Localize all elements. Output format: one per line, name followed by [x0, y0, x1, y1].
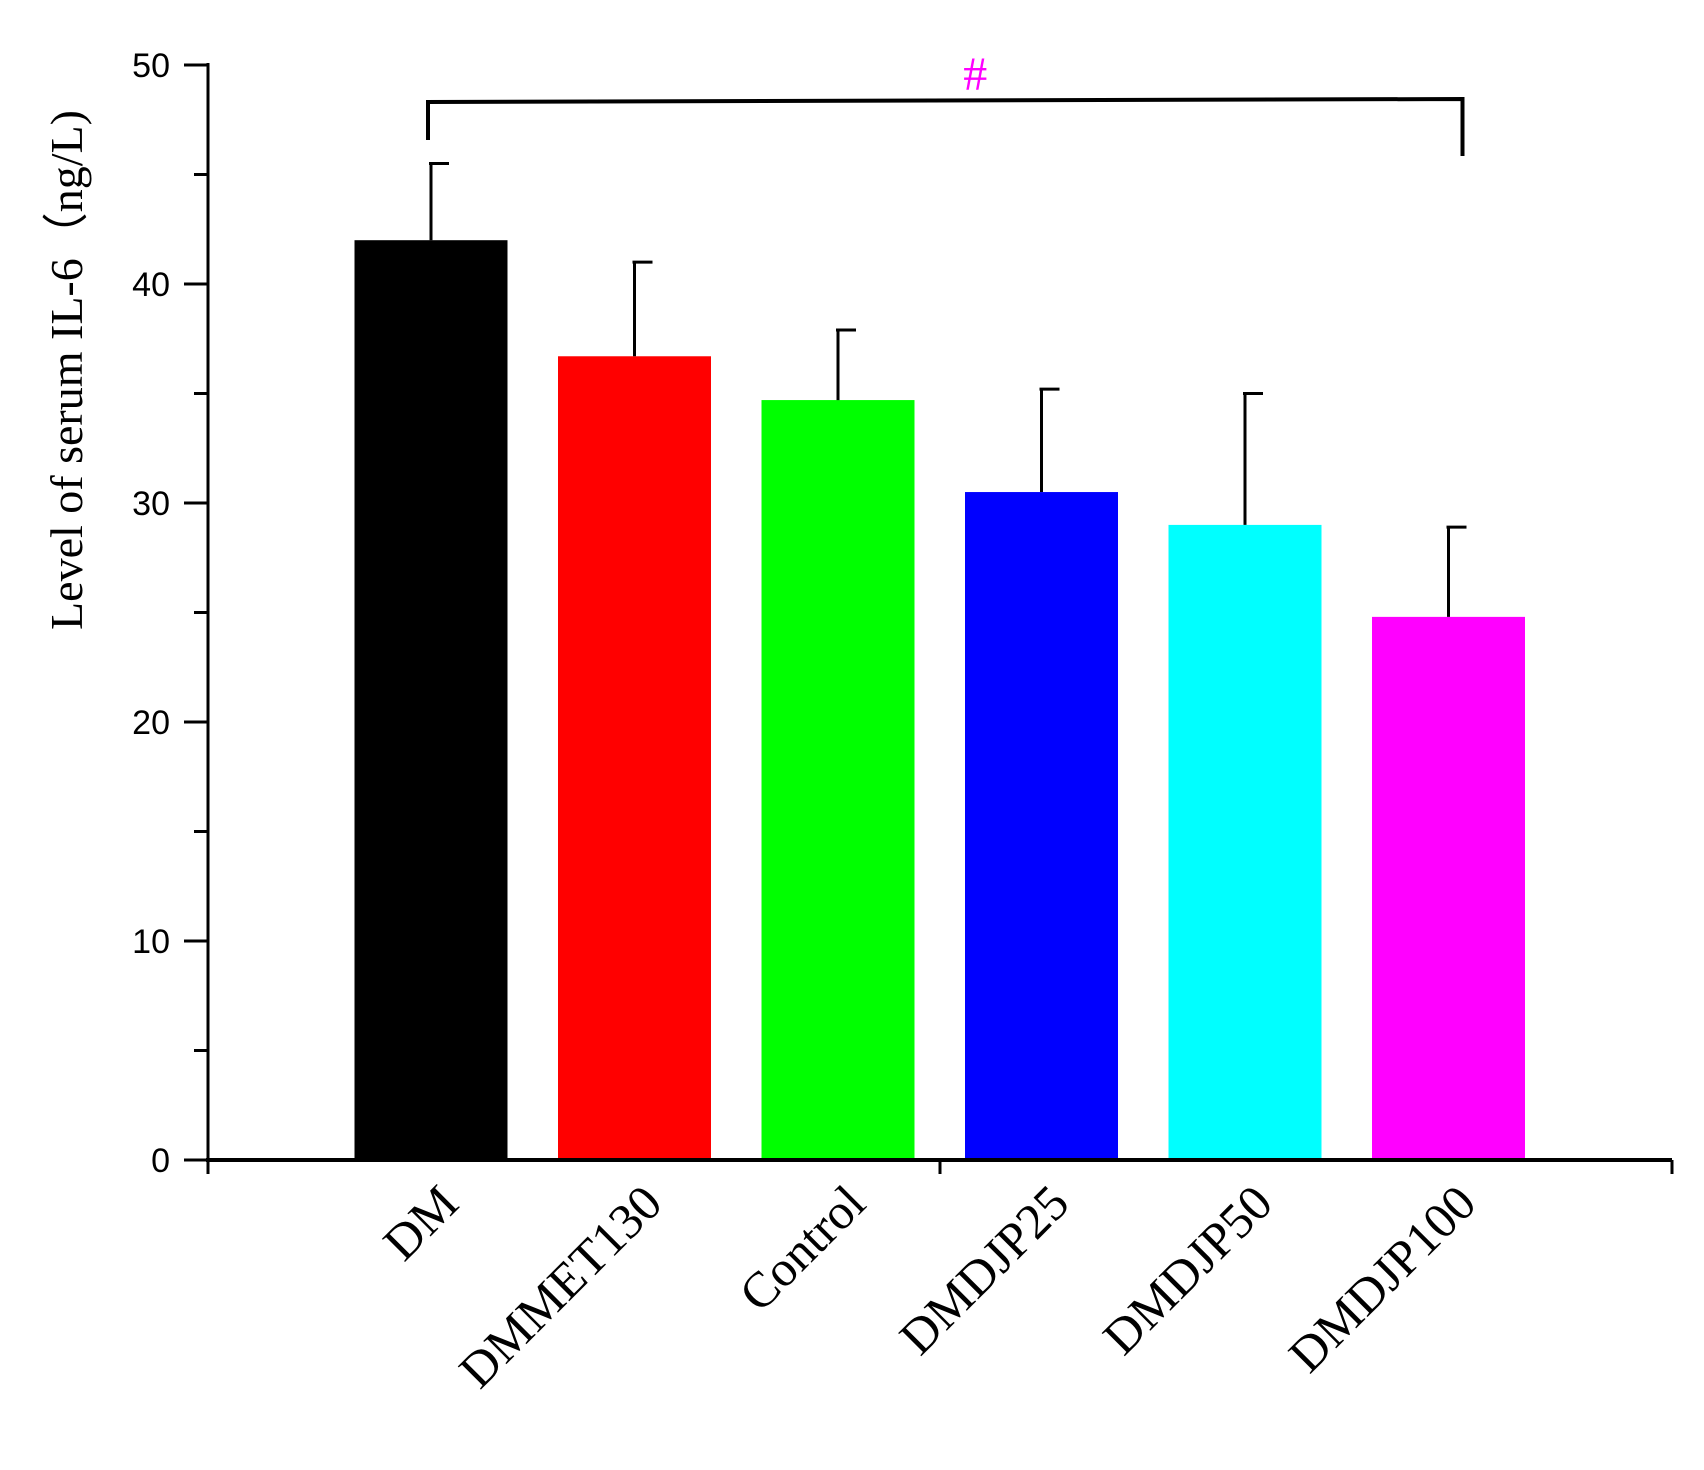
y-tick-label-30: 30 — [132, 485, 170, 523]
y-tick-label-20: 20 — [132, 704, 170, 742]
axes — [184, 63, 1674, 1174]
significance-marker: # — [963, 48, 987, 101]
y-tick-label-40: 40 — [132, 266, 170, 304]
bars — [354, 240, 1525, 1160]
y-axis-title: Level of serum IL-6（ng/L) — [41, 110, 92, 630]
x-tick-label-control: Control — [728, 1174, 876, 1322]
error-bars — [429, 162, 1467, 617]
y-tick-label-10: 10 — [132, 923, 170, 961]
significance-annotation: # — [426, 48, 1465, 156]
bar-dmdjp50 — [1168, 524, 1322, 1160]
x-tick-label-dm: DM — [372, 1174, 469, 1271]
bar-dmdjp25 — [965, 492, 1118, 1160]
x-tick-label-dmdjp100: DMDJP100 — [1278, 1174, 1487, 1383]
y-tick-label-0: 0 — [151, 1142, 170, 1180]
significance-bracket — [426, 96, 1465, 156]
x-tick-label-dmmet130: DMMET130 — [448, 1174, 672, 1398]
bar-dm — [354, 240, 508, 1160]
y-tick-label-50: 50 — [132, 47, 170, 85]
bar-dmmet130 — [558, 356, 711, 1160]
bar-dmdjp100 — [1372, 616, 1525, 1160]
x-tick-label-dmdjp50: DMDJP50 — [1092, 1174, 1283, 1365]
bar-control — [761, 400, 915, 1160]
x-tick-label-dmdjp25: DMDJP25 — [888, 1174, 1079, 1365]
